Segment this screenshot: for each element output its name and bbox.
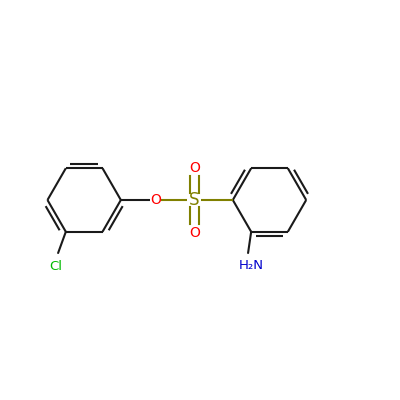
- Text: Cl: Cl: [50, 260, 63, 273]
- Text: O: O: [189, 161, 200, 175]
- Text: O: O: [150, 193, 161, 207]
- Text: O: O: [189, 226, 200, 240]
- Text: S: S: [189, 191, 200, 209]
- Text: H₂N: H₂N: [239, 259, 264, 272]
